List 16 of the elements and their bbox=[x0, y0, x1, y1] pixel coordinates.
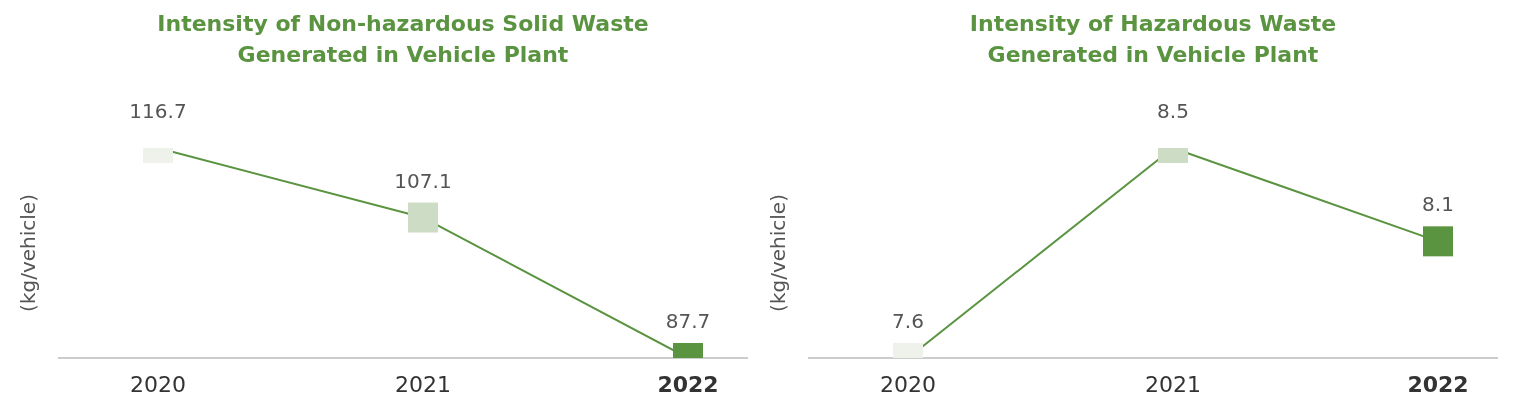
y-axis-title: (kg/vehicle) bbox=[16, 194, 41, 312]
data-label: 116.7 bbox=[129, 99, 187, 123]
x-tick-label: 2020 bbox=[880, 372, 936, 397]
data-label: 87.7 bbox=[665, 309, 711, 333]
x-tick-label: 2021 bbox=[1145, 372, 1201, 397]
data-label: 107.1 bbox=[394, 168, 452, 193]
x-tick-label: 2020 bbox=[130, 372, 186, 397]
data-label: 7.6 bbox=[892, 308, 924, 333]
y-axis-title: (kg/vehicle) bbox=[766, 194, 791, 312]
x-tick-label: 2021 bbox=[395, 372, 451, 397]
chart-title: Intensity of Hazardous Waste Generated in Vehicle Plant bbox=[968, 10, 1338, 69]
x-tick-label: 2022 bbox=[1407, 372, 1469, 397]
data-label: 8.1 bbox=[1422, 192, 1454, 217]
data-label: 8.5 bbox=[1157, 99, 1189, 124]
chart-title: Intensity of Non-hazardous Solid Waste Generated in Vehicle Plant bbox=[156, 10, 650, 69]
x-tick-label: 2022 bbox=[657, 372, 719, 397]
